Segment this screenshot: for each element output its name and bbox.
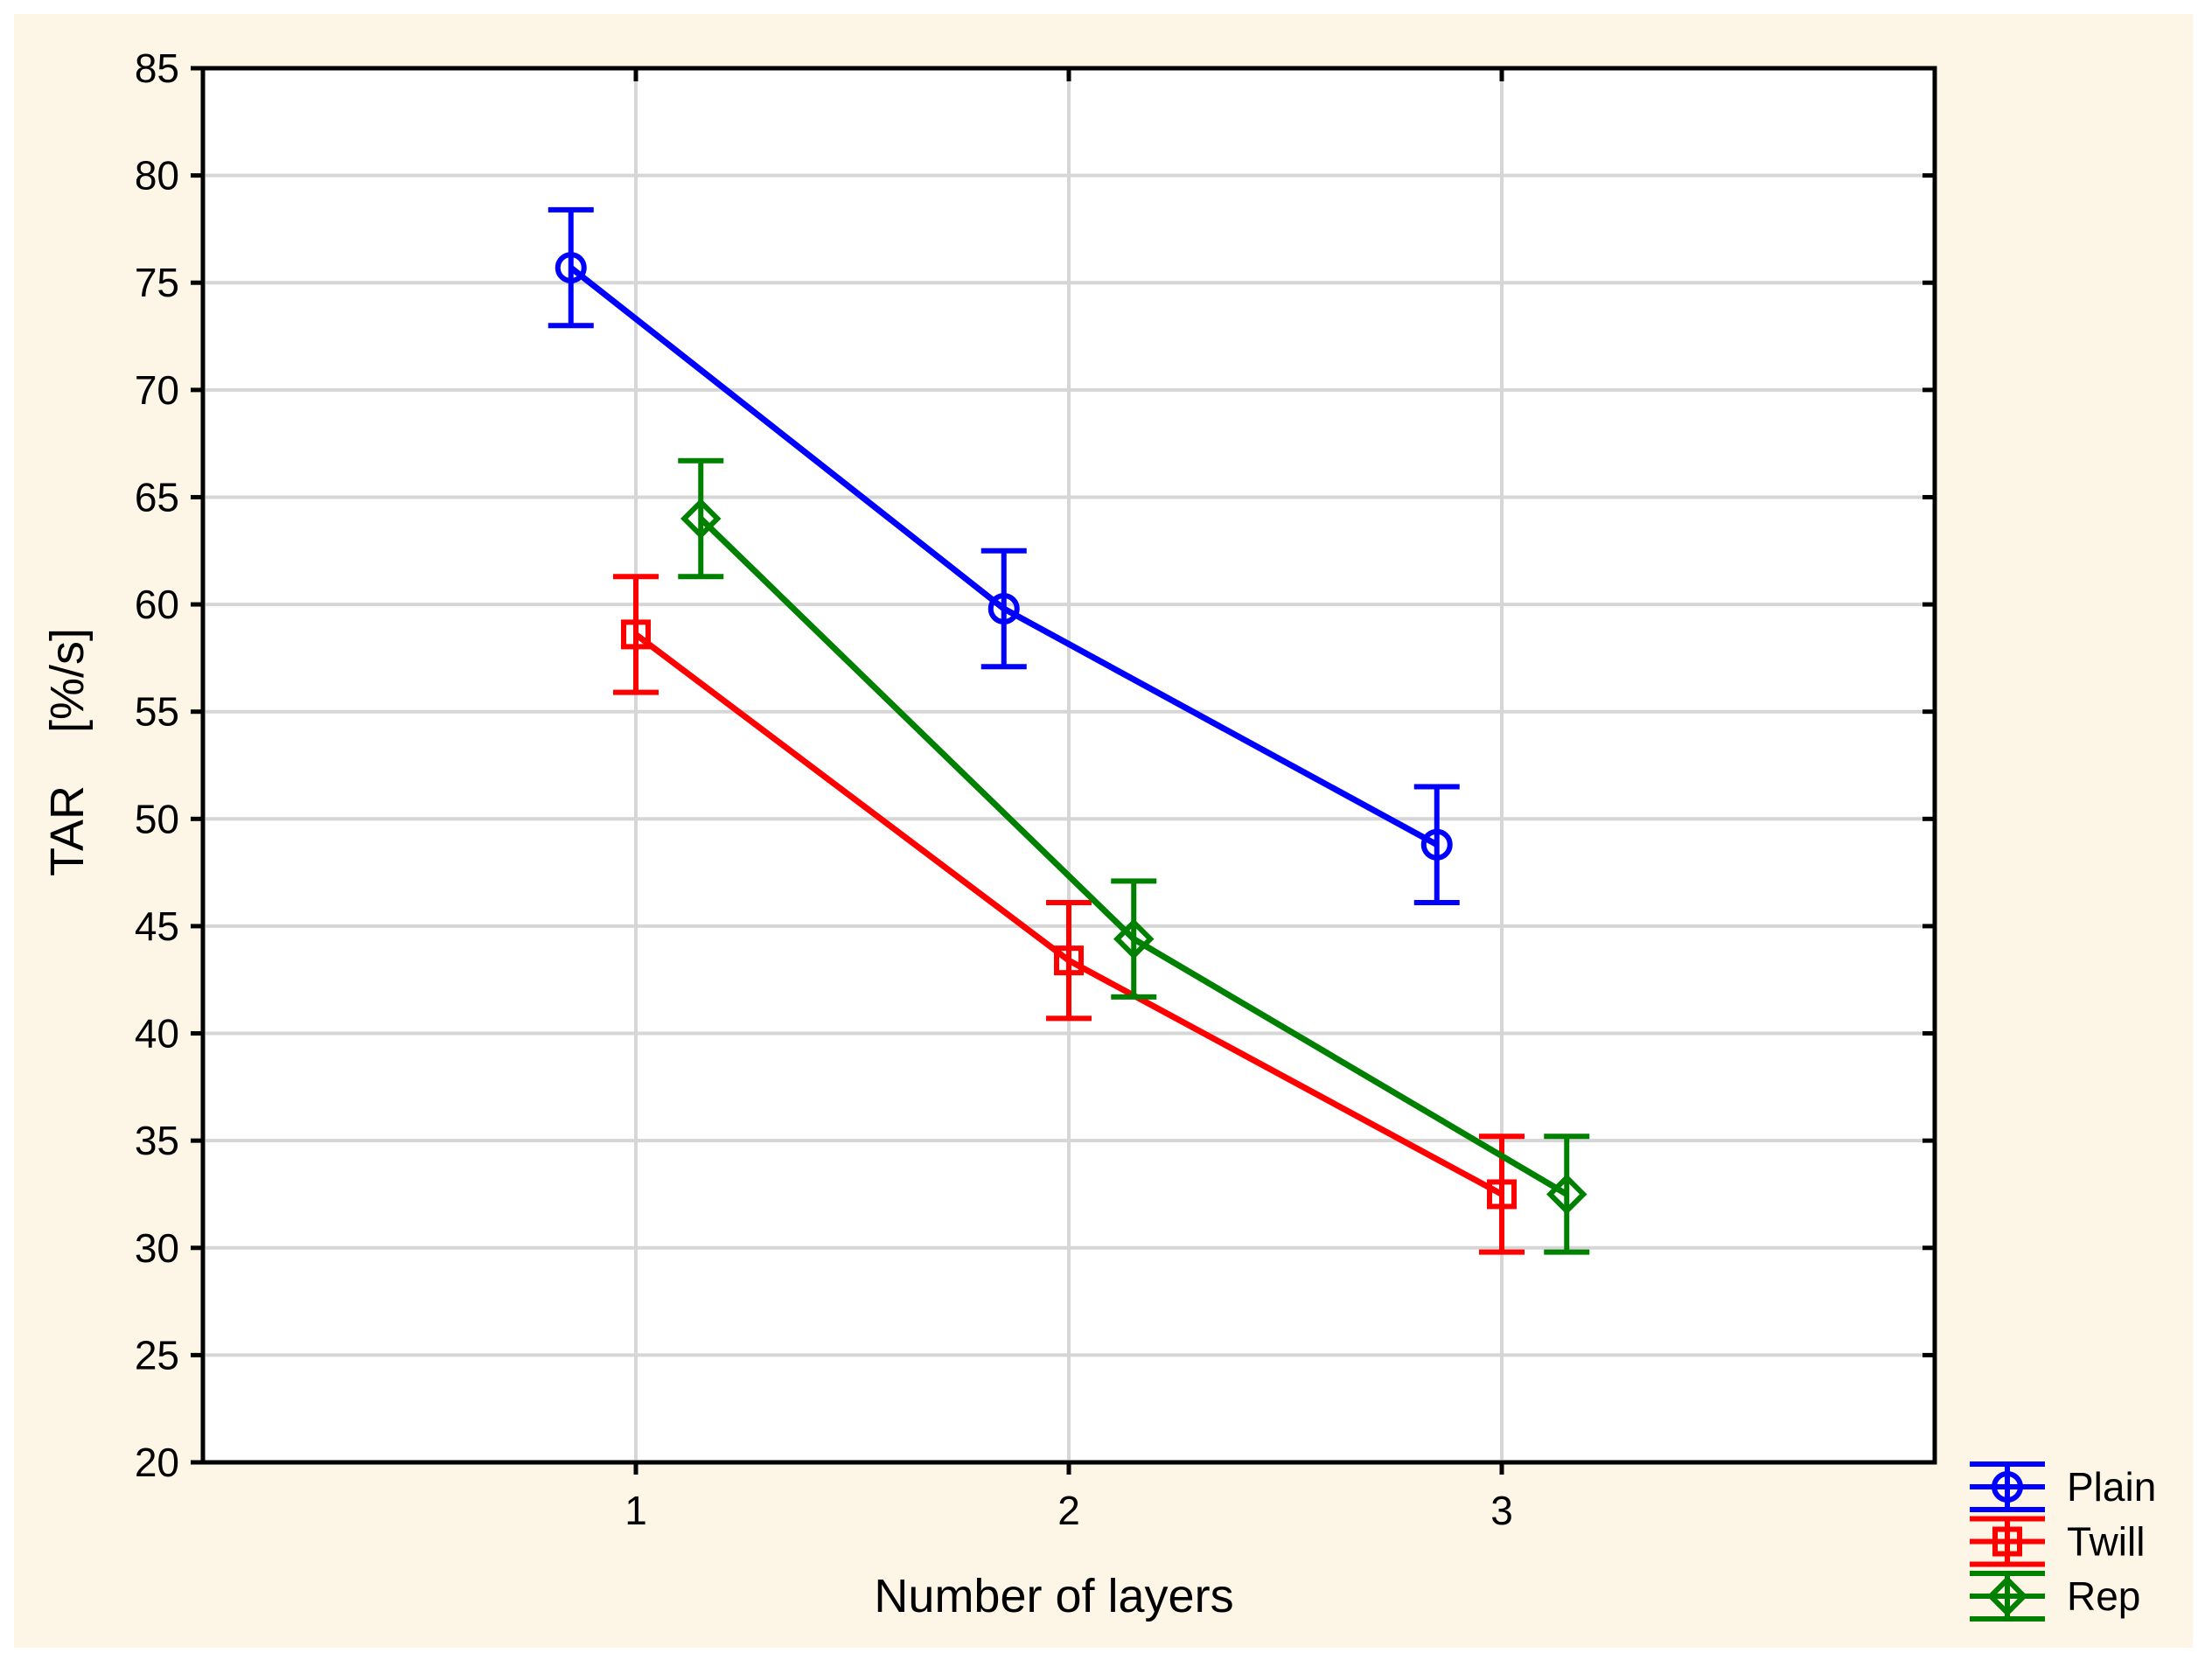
error-bar xyxy=(613,574,659,695)
legend-label: Twill xyxy=(2067,1519,2145,1565)
marker-circle xyxy=(1420,828,1453,861)
series-plain xyxy=(548,206,1460,905)
y-tick-label: 65 xyxy=(135,474,179,520)
x-tick-label: 2 xyxy=(1057,1488,1080,1533)
marker-square xyxy=(1992,1526,2022,1557)
marker-diamond xyxy=(1986,1575,2028,1617)
y-axis-title: TAR [%/s] xyxy=(41,628,94,876)
marker-square xyxy=(1054,945,1084,976)
y-tick-label: 75 xyxy=(135,260,179,305)
gridlines xyxy=(206,71,1932,1460)
y-tick-label: 30 xyxy=(135,1225,179,1271)
legend-item-rep: Rep xyxy=(1970,1571,2140,1622)
y-tick-label: 25 xyxy=(135,1332,179,1378)
x-tick-label: 3 xyxy=(1490,1488,1513,1533)
series-rep xyxy=(678,457,1590,1255)
y-tick-label: 40 xyxy=(135,1011,179,1057)
y-tick-label: 55 xyxy=(135,689,179,735)
y-tick-label: 85 xyxy=(135,45,179,91)
legend-label: Plain xyxy=(2067,1464,2156,1510)
series-twill xyxy=(613,574,1525,1255)
marker-diamond xyxy=(1546,1174,1587,1215)
legend-item-plain: Plain xyxy=(1970,1461,2156,1512)
y-tick-label: 20 xyxy=(135,1440,179,1485)
series-layer xyxy=(548,206,1590,1255)
legend-label: Rep xyxy=(2067,1573,2140,1619)
series-line xyxy=(698,516,1569,1197)
x-axis-title: Number of layers xyxy=(874,1570,1233,1622)
marker-circle xyxy=(1992,1471,2023,1503)
marker-circle xyxy=(987,592,1020,624)
x-tick-label: 1 xyxy=(625,1488,647,1533)
y-tick-label: 60 xyxy=(135,582,179,627)
legend-item-twill: Twill xyxy=(1970,1516,2145,1567)
legend: Plain Twill Rep xyxy=(1970,1461,2156,1622)
y-tick-label: 45 xyxy=(135,903,179,949)
marker-circle xyxy=(555,252,587,284)
axes xyxy=(191,66,1937,1475)
series-line xyxy=(633,631,1504,1197)
marker-square xyxy=(1487,1179,1517,1210)
series-line xyxy=(569,265,1439,847)
y-tick-label: 50 xyxy=(135,796,179,841)
y-tick-label: 80 xyxy=(135,153,179,199)
marker-diamond xyxy=(1113,918,1155,959)
tick-labels: 20 25 30 35 40 45 50 55 60 65 70 75 80 85 1 2 3 xyxy=(135,45,1513,1533)
marker-square xyxy=(621,619,651,650)
y-tick-label: 35 xyxy=(135,1118,179,1163)
marker-diamond xyxy=(680,498,722,540)
y-tick-label: 70 xyxy=(135,367,179,413)
